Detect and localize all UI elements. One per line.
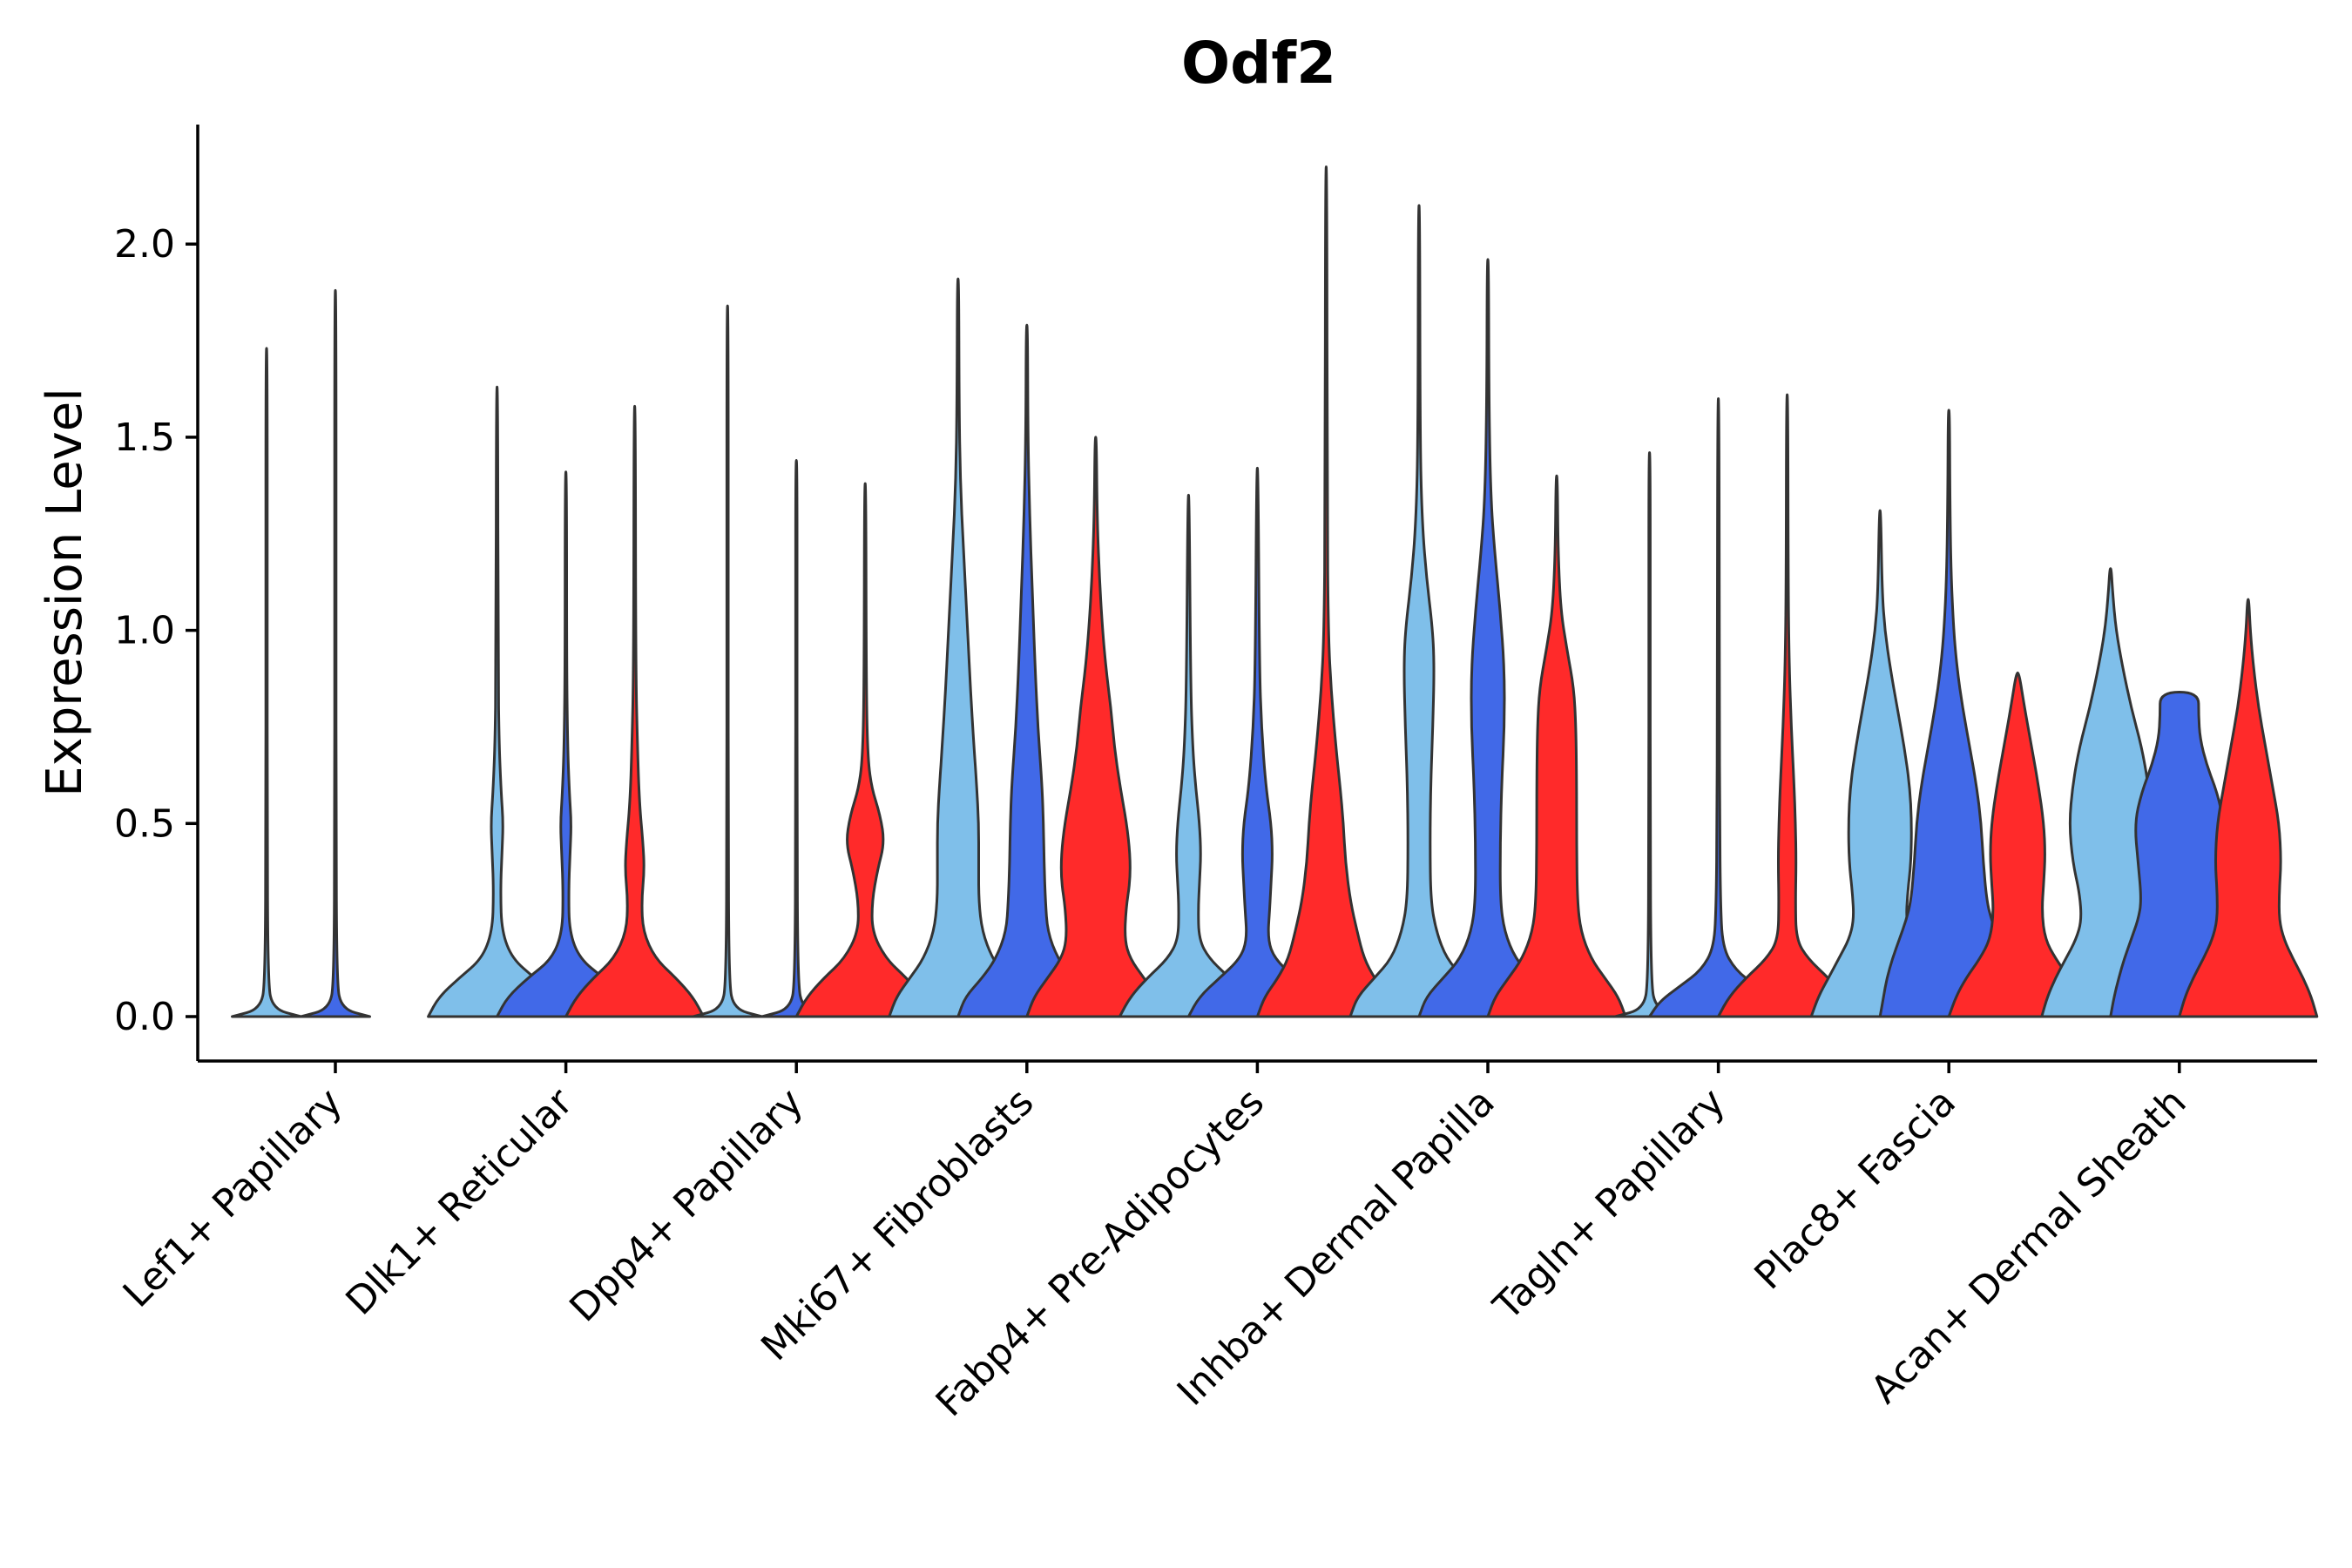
violin-fabp4-pre-adipocytes-g0 [1118, 493, 1259, 1018]
violin-lef1-papillary-g0 [231, 347, 302, 1018]
violin-dlk1-reticular-g2 [564, 404, 706, 1018]
violin-plac8-fascia-g1 [1878, 409, 2019, 1018]
violin-plac8-fascia-g2 [1947, 671, 2088, 1018]
violin-layer [231, 166, 2319, 1018]
y-axis: 0.0 0.5 1.0 1.5 2.0 [114, 125, 199, 1061]
y-tick-label: 1.5 [114, 416, 175, 460]
violin-lef1-papillary-g1 [300, 288, 371, 1018]
violin-inhba-dermal-papilla-g0 [1348, 204, 1490, 1018]
violin-tagln-papillary-g1 [1648, 397, 1789, 1018]
violin-mki67-fibroblasts-g1 [956, 323, 1098, 1018]
violin-tagln-papillary-g2 [1717, 393, 1858, 1018]
violin-dpp4-papillary-g2 [794, 482, 936, 1018]
y-tick-label: 1.0 [114, 609, 175, 653]
y-tick-label: 0.5 [114, 801, 175, 846]
violin-inhba-dermal-papilla-g1 [1417, 258, 1558, 1018]
violin-fabp4-pre-adipocytes-g1 [1186, 466, 1328, 1018]
y-axis-label: Expression Level [37, 388, 93, 797]
chart-title: Odf2 [1181, 30, 1336, 97]
violin-inhba-dermal-papilla-g2 [1486, 474, 1627, 1018]
violin-dpp4-papillary-g1 [760, 459, 833, 1018]
y-tick-label: 2.0 [114, 222, 175, 267]
violin-mki67-fibroblasts-g0 [888, 277, 1029, 1018]
violin-tagln-papillary-g0 [1613, 451, 1686, 1018]
violin-acan-dermal-sheath-g2 [2178, 598, 2319, 1018]
violin-dlk1-reticular-g1 [496, 470, 637, 1018]
violin-dlk1-reticular-g0 [427, 385, 568, 1018]
y-tick-label: 0.0 [114, 995, 175, 1039]
violin-fabp4-pre-adipocytes-g2 [1255, 166, 1396, 1018]
violin-mki67-fibroblasts-g2 [1025, 436, 1166, 1018]
violin-dpp4-papillary-g0 [692, 304, 764, 1018]
